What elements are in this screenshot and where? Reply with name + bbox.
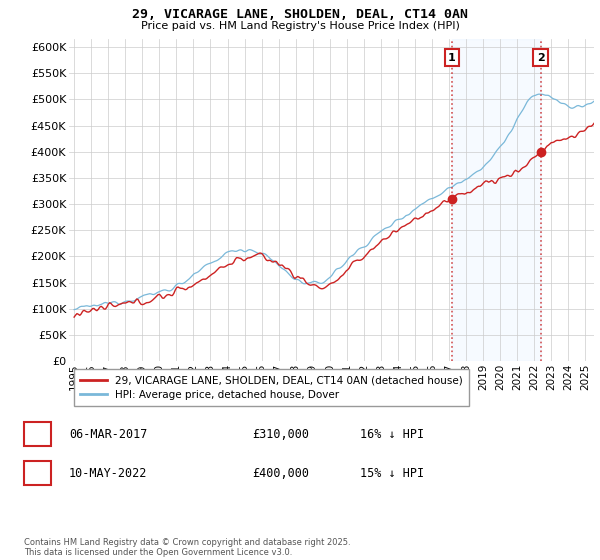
HPI: Average price, detached house, Dover: (2e+03, 1.14e+05): Average price, detached house, Dover: (2… [122, 298, 129, 305]
HPI: Average price, detached house, Dover: (2e+03, 9.86e+04): Average price, detached house, Dover: (2… [71, 306, 78, 313]
29, VICARAGE LANE, SHOLDEN, DEAL, CT14 0AN (detached house) [351, 258, 358, 264]
HPI: Average price, detached house, Dover: (2.02e+03, 5.1e+05): Average price, detached house, Dover: (2… [536, 91, 544, 97]
Text: 06-MAR-2017: 06-MAR-2017 [69, 427, 148, 441]
Text: Contains HM Land Registry data © Crown copyright and database right 2025.
This d: Contains HM Land Registry data © Crown c… [24, 538, 350, 557]
HPI: Average price, detached house, Dover: (2.01e+03, 2.05e+05): Average price, detached house, Dover: (2… [351, 250, 358, 257]
Text: £400,000: £400,000 [252, 466, 309, 480]
HPI: Average price, detached house, Dover: (2e+03, 1.48e+05): Average price, detached house, Dover: (2… [178, 280, 185, 287]
29, VICARAGE LANE, SHOLDEN, DEAL, CT14 0AN (detached house) [455, 190, 462, 197]
29, VICARAGE LANE, SHOLDEN, DEAL, CT14 0AN (detached house) [178, 285, 185, 292]
Line: 29, VICARAGE LANE, SHOLDEN, DEAL, CT14 0AN (detached house): 29, VICARAGE LANE, SHOLDEN, DEAL, CT14 0… [74, 123, 594, 317]
Line: HPI: Average price, detached house, Dover: HPI: Average price, detached house, Dove… [74, 94, 594, 310]
29, VICARAGE LANE, SHOLDEN, DEAL, CT14 0AN (detached house) [122, 300, 129, 306]
Text: 2: 2 [33, 466, 42, 480]
HPI: Average price, detached house, Dover: (2e+03, 1.35e+05): Average price, detached house, Dover: (2… [159, 287, 166, 294]
29, VICARAGE LANE, SHOLDEN, DEAL, CT14 0AN (detached house) [159, 295, 166, 301]
Text: Price paid vs. HM Land Registry's House Price Index (HPI): Price paid vs. HM Land Registry's House … [140, 21, 460, 31]
HPI: Average price, detached house, Dover: (2.02e+03, 3.41e+05): Average price, detached house, Dover: (2… [455, 179, 462, 186]
Text: 2: 2 [537, 53, 545, 63]
29, VICARAGE LANE, SHOLDEN, DEAL, CT14 0AN (detached house) [590, 120, 598, 127]
29, VICARAGE LANE, SHOLDEN, DEAL, CT14 0AN (detached house) [71, 314, 78, 320]
HPI: Average price, detached house, Dover: (2.03e+03, 4.97e+05): Average price, detached house, Dover: (2… [590, 98, 598, 105]
Text: 29, VICARAGE LANE, SHOLDEN, DEAL, CT14 0AN: 29, VICARAGE LANE, SHOLDEN, DEAL, CT14 0… [132, 8, 468, 21]
Text: 1: 1 [33, 427, 42, 441]
Legend: 29, VICARAGE LANE, SHOLDEN, DEAL, CT14 0AN (detached house), HPI: Average price,: 29, VICARAGE LANE, SHOLDEN, DEAL, CT14 0… [74, 369, 469, 406]
Text: £310,000: £310,000 [252, 427, 309, 441]
Text: 15% ↓ HPI: 15% ↓ HPI [360, 466, 424, 480]
Text: 16% ↓ HPI: 16% ↓ HPI [360, 427, 424, 441]
29, VICARAGE LANE, SHOLDEN, DEAL, CT14 0AN (detached house) [427, 208, 434, 215]
Bar [452, 39, 541, 361]
HPI: Average price, detached house, Dover: (2.02e+03, 3.1e+05): Average price, detached house, Dover: (2… [427, 195, 434, 202]
Text: 1: 1 [448, 53, 456, 63]
Text: 10-MAY-2022: 10-MAY-2022 [69, 466, 148, 480]
